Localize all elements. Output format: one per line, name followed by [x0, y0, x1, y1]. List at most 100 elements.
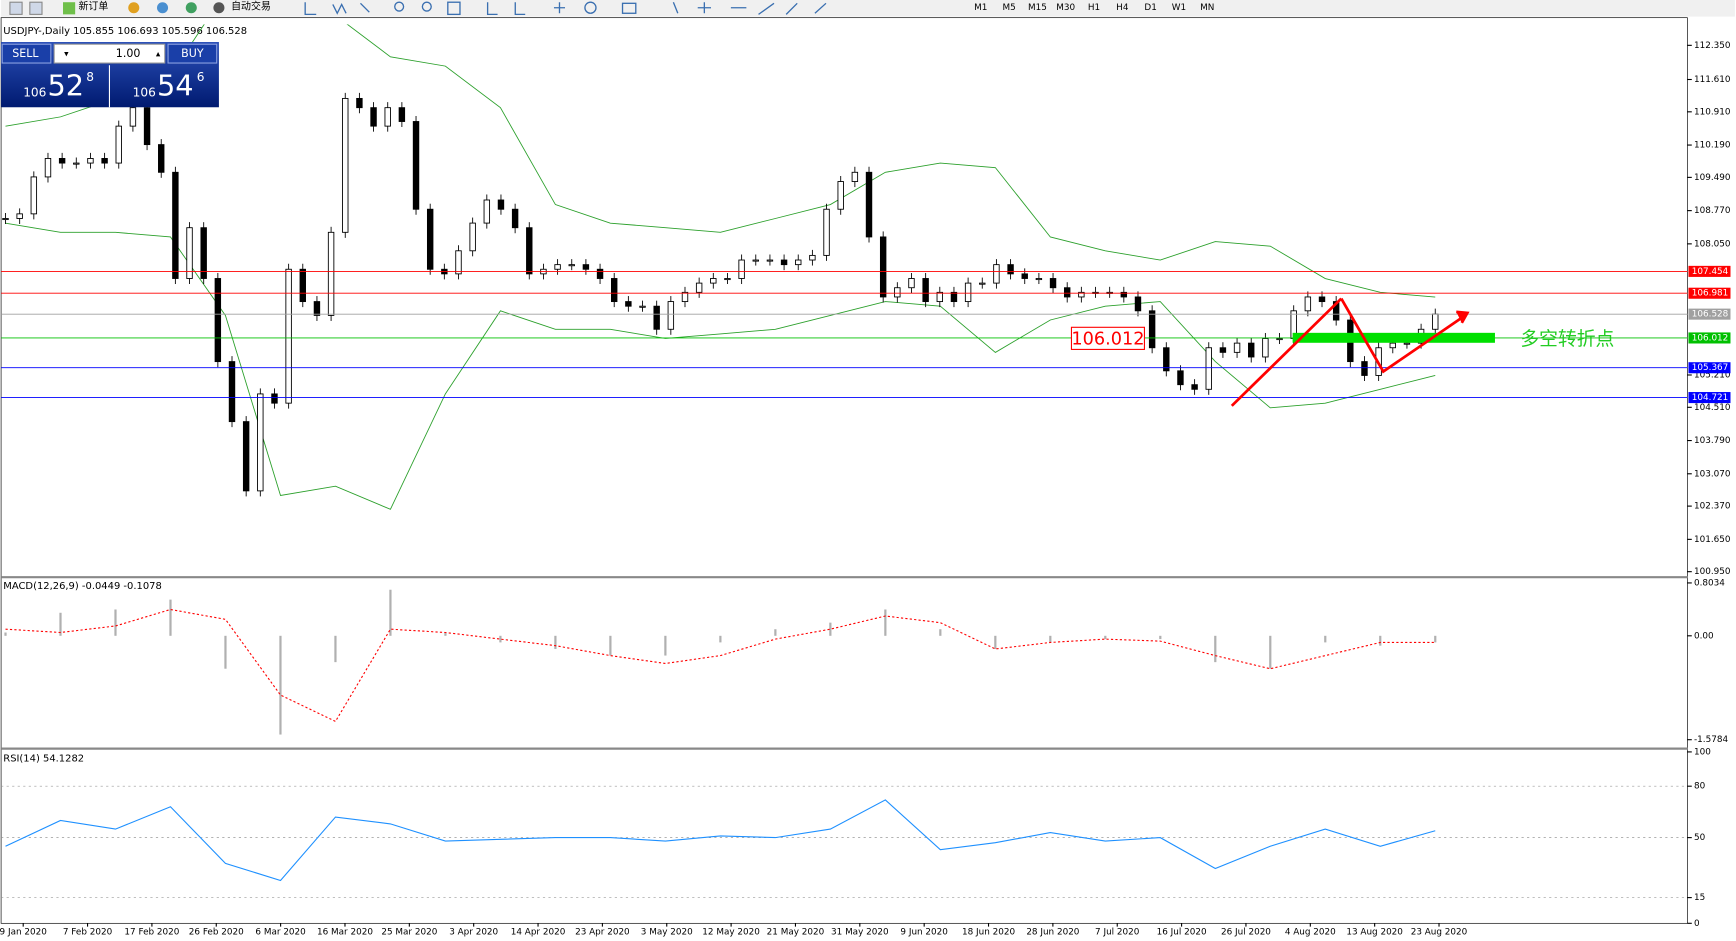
timeframe[interactable]: M30 — [1056, 3, 1075, 13]
candle — [327, 231, 335, 316]
annotation-text: 多空转折点 — [1520, 328, 1614, 350]
icon[interactable] — [421, 1, 432, 12]
plot-area — [2, 24, 1439, 510]
ask-pip[interactable]: 6 — [197, 70, 205, 84]
icon[interactable] — [486, 1, 827, 16]
candle — [158, 144, 165, 173]
candle — [964, 282, 972, 303]
timeframe[interactable]: M5 — [1002, 3, 1015, 13]
sell-label[interactable]: SELL — [12, 47, 39, 60]
icon[interactable] — [185, 2, 197, 14]
bid-main[interactable]: 52 — [48, 68, 85, 102]
icon[interactable] — [394, 1, 405, 12]
trade-panel: SELL ▾ 1.00 ▴ BUY 106 52 8 106 54 6 — [1, 42, 219, 108]
arrowhead — [1456, 310, 1470, 324]
macd-bar — [4, 632, 7, 636]
timeframe[interactable]: M15 — [1028, 3, 1047, 13]
candle — [469, 222, 476, 252]
candle — [497, 199, 505, 210]
ask-big[interactable]: 106 — [133, 85, 156, 99]
candle — [30, 176, 38, 215]
macd-bar — [829, 622, 832, 636]
x-tick-label: 14 Apr 2020 — [511, 928, 566, 938]
candle — [526, 227, 533, 275]
candle — [582, 264, 590, 270]
x-tick-label: 7 Feb 2020 — [63, 928, 113, 938]
timeframe[interactable]: MN — [1200, 3, 1214, 13]
candle — [299, 268, 306, 303]
buy-label[interactable]: BUY — [181, 47, 204, 60]
candle — [1361, 361, 1368, 376]
icon[interactable] — [304, 2, 370, 16]
macd-bar — [994, 635, 997, 649]
icon[interactable] — [63, 2, 76, 15]
new-order[interactable]: 新订单 — [78, 0, 108, 13]
ask-main[interactable]: 54 — [157, 68, 194, 102]
candle — [738, 259, 745, 279]
y-tick-label: 100 — [1694, 747, 1711, 757]
icon[interactable] — [584, 1, 597, 14]
candle — [851, 171, 859, 182]
icon[interactable] — [9, 1, 23, 15]
sell-button[interactable] — [1, 43, 52, 64]
macd-bar — [884, 609, 887, 636]
x-tick-label: 23 Aug 2020 — [1411, 928, 1468, 938]
candle — [186, 227, 193, 279]
level-label-bg — [1688, 308, 1731, 320]
icon[interactable] — [128, 2, 140, 14]
signal-line — [5, 608, 1436, 723]
candle — [58, 158, 66, 164]
icon[interactable] — [213, 2, 225, 14]
icon[interactable] — [447, 1, 461, 16]
arrow — [1230, 297, 1343, 407]
icon[interactable] — [156, 2, 169, 14]
level-label-bg — [1688, 332, 1731, 344]
annotation-box — [1070, 326, 1145, 350]
auto-trade[interactable]: 自动交易 — [231, 0, 271, 13]
x-tick-label: 25 Mar 2020 — [381, 928, 437, 938]
candle — [129, 107, 137, 127]
x-tick-label: 3 Apr 2020 — [449, 928, 498, 938]
candle — [639, 305, 646, 308]
icon[interactable] — [29, 1, 43, 15]
macd-bar — [389, 589, 392, 636]
timeframe[interactable]: W1 — [1172, 3, 1186, 13]
level-label: 106.981 — [1692, 289, 1729, 299]
candle — [271, 393, 278, 404]
candle — [780, 259, 788, 266]
chart-frame — [0, 17, 1688, 924]
y-tick-label: 50 — [1694, 833, 1706, 843]
candle — [228, 361, 236, 423]
timeframe[interactable]: M1 — [974, 3, 987, 13]
annotation-price: 106.012 — [1071, 329, 1144, 349]
timeframe[interactable]: H1 — [1088, 3, 1100, 13]
candle — [1148, 310, 1156, 349]
candle — [412, 121, 420, 210]
timeframe[interactable]: D1 — [1144, 3, 1156, 13]
macd-bar — [114, 609, 117, 636]
lot-up[interactable]: ▴ — [156, 50, 161, 60]
level-label: 106.528 — [1692, 310, 1729, 320]
candle — [993, 264, 1000, 284]
y-tick-label: 111.610 — [1694, 75, 1731, 85]
candle — [837, 181, 844, 210]
candle — [1318, 296, 1326, 303]
lot-down[interactable]: ▾ — [64, 50, 69, 60]
candle — [1035, 278, 1043, 281]
macd-bar — [1379, 635, 1382, 646]
x-tick-label: 17 Feb 2020 — [124, 928, 179, 938]
lot-value[interactable]: 1.00 — [116, 47, 141, 60]
candle — [370, 107, 377, 127]
icon[interactable] — [621, 2, 637, 14]
macd-bar — [59, 612, 62, 636]
lot-input[interactable] — [53, 43, 166, 64]
x-tick-label: 31 May 2020 — [831, 928, 889, 938]
buy-button[interactable] — [167, 43, 218, 64]
timeframe[interactable]: H4 — [1116, 3, 1129, 13]
candle — [44, 158, 52, 178]
bid-pip[interactable]: 8 — [86, 70, 94, 84]
candle — [922, 278, 929, 303]
bid-big[interactable]: 106 — [23, 85, 46, 99]
candle — [257, 393, 264, 492]
y-tick-label: -1.5784 — [1694, 735, 1728, 745]
